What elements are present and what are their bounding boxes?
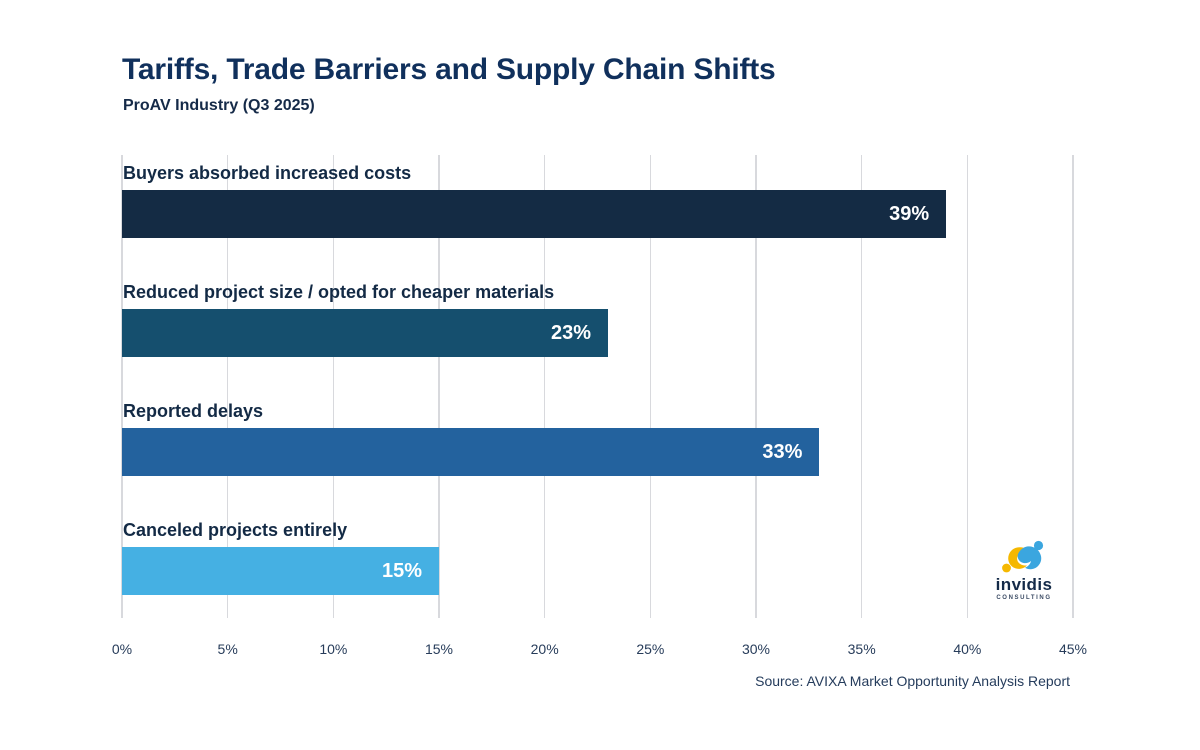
gridline-5 <box>226 155 229 618</box>
gridline-45 <box>1072 155 1074 618</box>
x-tick-label: 0% <box>111 641 133 657</box>
source-note: Source: AVIXA Market Opportunity Analysi… <box>755 673 1070 689</box>
invidis-logo-mark-icon <box>997 540 1049 574</box>
x-tick-label: 30% <box>741 641 771 657</box>
category-label: Canceled projects entirely <box>123 520 348 540</box>
invidis-wordmark: invidis <box>995 575 1053 594</box>
category-label: Buyers absorbed increased costs <box>123 163 412 183</box>
gridline-10 <box>332 155 335 618</box>
category-label: Reported delays <box>123 401 264 421</box>
bar[interactable]: 33% <box>122 428 820 476</box>
gridline-20 <box>543 155 546 618</box>
category-label: Reduced project size / opted for cheaper… <box>123 282 555 302</box>
bar-group: Reported delays 33% <box>122 393 1073 512</box>
chart-subtitle: ProAV Industry (Q3 2025) <box>123 97 315 114</box>
bar-group: Canceled projects entirely 15% <box>122 512 1073 631</box>
gridline-30 <box>755 155 757 618</box>
x-tick-label: 15% <box>424 641 454 657</box>
bar-value-label: 33% <box>762 440 803 463</box>
bar-value-label: 23% <box>551 321 592 344</box>
x-tick-label: 10% <box>319 641 348 657</box>
invidis-logo: invidis CONSULTING <box>985 540 1063 606</box>
chart-title: Tariffs, Trade Barriers and Supply Chain… <box>122 53 776 86</box>
bar-group: Buyers absorbed increased costs 39% <box>122 155 1073 274</box>
bar-value-label: 15% <box>381 559 422 582</box>
plot-area: Buyers absorbed increased costs 39% Reduce… <box>121 155 1074 618</box>
bar-value-label: 39% <box>889 202 930 225</box>
bar[interactable]: 23% <box>122 309 609 357</box>
gridline-40 <box>966 155 969 618</box>
gridline-35 <box>860 155 863 618</box>
x-tick-label: 45% <box>1058 641 1088 657</box>
bar[interactable]: 15% <box>122 547 439 595</box>
invidis-tagline: CONSULTING <box>996 595 1052 601</box>
x-tick-label: 20% <box>530 641 559 657</box>
x-tick-label: 5% <box>217 641 238 657</box>
gridline-15 <box>438 155 440 618</box>
x-tick-label: 35% <box>847 641 876 657</box>
bar[interactable]: 39% <box>122 190 947 238</box>
bar-group: Reduced project size / opted for cheaper… <box>122 274 1073 393</box>
x-tick-label: 40% <box>953 641 982 657</box>
gridline-0 <box>121 155 123 618</box>
x-tick-label: 25% <box>636 641 665 657</box>
gridline-25 <box>649 155 652 618</box>
